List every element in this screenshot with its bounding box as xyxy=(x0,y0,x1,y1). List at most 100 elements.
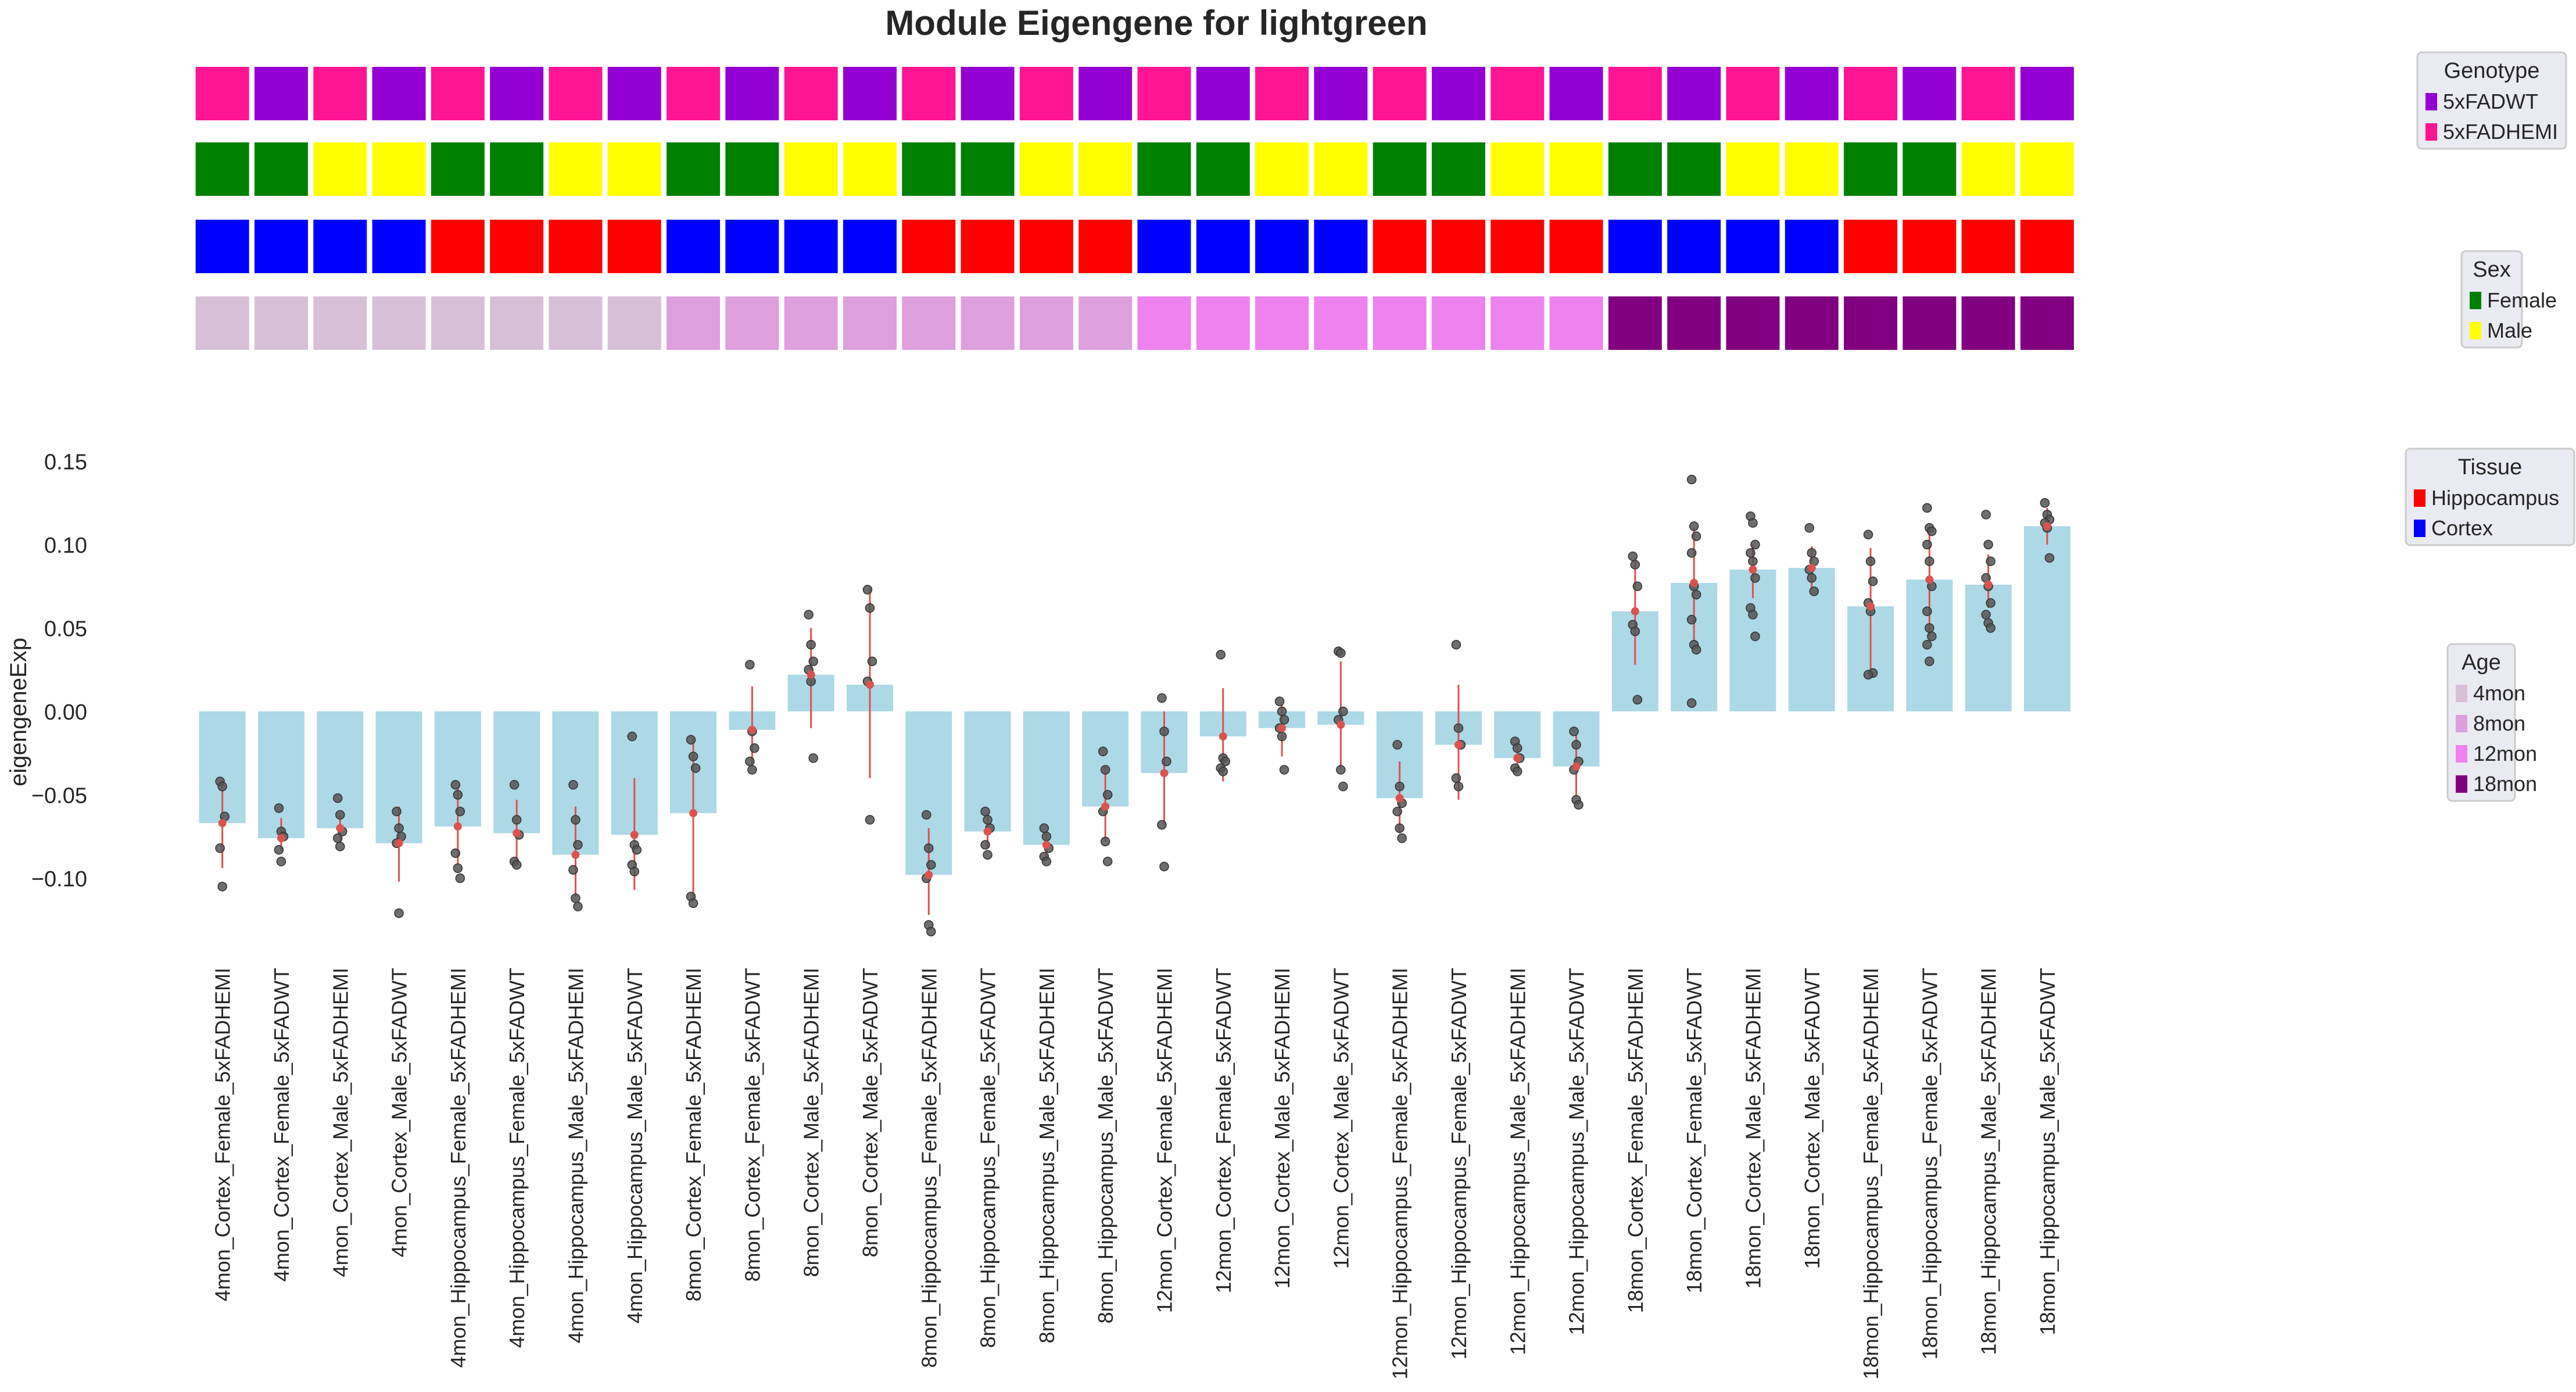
data-point xyxy=(511,860,522,870)
data-point xyxy=(1981,510,1991,520)
data-point xyxy=(2040,498,2050,508)
legend-label: Hippocampus xyxy=(2431,486,2559,510)
annotation-cell xyxy=(667,142,721,196)
annotation-cell xyxy=(902,296,956,350)
data-point xyxy=(1157,693,1167,703)
annotation-cell xyxy=(961,142,1015,196)
annotation-cell xyxy=(725,142,779,196)
data-point xyxy=(1983,539,1993,550)
data-point xyxy=(274,844,284,855)
annotation-cell xyxy=(607,296,661,350)
annotation-cell xyxy=(1785,220,1839,273)
annotation-cell xyxy=(1431,142,1485,196)
data-point xyxy=(1927,526,1937,536)
annotation-cell xyxy=(490,296,544,350)
mean-marker xyxy=(925,871,933,879)
data-point xyxy=(2044,553,2055,563)
x-tick-label: 12mon_Hippocampus_Male_5xFADHEMI xyxy=(1506,968,1529,1355)
annotation-cell xyxy=(549,67,603,120)
legend-swatch xyxy=(2456,715,2467,732)
annotation-cell xyxy=(372,220,426,273)
annotation-cell xyxy=(1667,67,1721,120)
data-point xyxy=(1630,626,1640,636)
data-point xyxy=(1691,589,1701,600)
annotation-cell xyxy=(961,296,1015,350)
annotation-cell xyxy=(1255,142,1309,196)
data-point xyxy=(924,843,934,853)
legend-label: Male xyxy=(2487,319,2532,342)
x-tick-label: 4mon_Hippocampus_Female_5xFADHEMI xyxy=(446,968,470,1368)
annotation-cell xyxy=(784,142,838,196)
mean-marker xyxy=(513,829,521,838)
annotation-cell xyxy=(1785,296,1839,350)
data-point xyxy=(926,860,936,870)
mean-marker xyxy=(571,850,580,859)
annotation-cell xyxy=(1844,67,1898,120)
x-axis: 4mon_Cortex_Female_5xFADHEMI 4mon_Cortex_… xyxy=(211,968,2059,1379)
annotation-cell xyxy=(1903,296,1957,350)
data-point xyxy=(808,753,818,763)
data-point xyxy=(1686,698,1697,708)
mean-marker xyxy=(1454,740,1463,749)
data-point xyxy=(1689,521,1699,531)
data-point xyxy=(1691,531,1701,541)
data-point xyxy=(1041,832,1052,842)
annotation-cell xyxy=(1726,142,1780,196)
annotation-cell xyxy=(1726,67,1780,120)
data-point xyxy=(1338,706,1348,717)
annotation-cell xyxy=(1726,296,1780,350)
x-tick-label: 4mon_Hippocampus_Female_5xFADWT xyxy=(505,968,529,1348)
data-point xyxy=(922,810,931,820)
data-point xyxy=(450,780,461,790)
data-point xyxy=(1865,556,1876,566)
legend-label: 18mon xyxy=(2473,772,2537,796)
annotation-cell xyxy=(1196,67,1250,120)
annotation-cell xyxy=(902,67,956,120)
annotation-cell xyxy=(549,296,603,350)
annotation-cell xyxy=(490,67,544,120)
annotation-cell xyxy=(372,67,426,120)
data-point xyxy=(335,810,345,820)
bar xyxy=(257,711,304,839)
x-tick-label: 4mon_Cortex_Female_5xFADHEMI xyxy=(211,968,235,1301)
x-tick-label: 12mon_Cortex_Female_5xFADWT xyxy=(1212,968,1235,1293)
data-point xyxy=(1157,820,1167,830)
data-point xyxy=(571,815,581,825)
annotation-cell xyxy=(431,142,485,196)
data-point xyxy=(1750,539,1760,550)
legend-swatch xyxy=(2456,775,2467,793)
data-point xyxy=(274,803,284,813)
annotation-cell xyxy=(784,67,838,120)
data-point xyxy=(980,840,990,850)
data-point xyxy=(455,806,465,817)
data-point xyxy=(1686,474,1697,485)
data-point xyxy=(1986,623,1995,633)
mean-marker xyxy=(1160,769,1169,778)
data-point xyxy=(1098,746,1108,757)
annotation-cell xyxy=(607,142,661,196)
x-tick-label: 18mon_Cortex_Female_5xFADHEMI xyxy=(1624,968,1647,1313)
x-tick-label: 18mon_Hippocampus_Male_5xFADHEMI xyxy=(1977,968,2001,1355)
data-point xyxy=(1628,551,1638,561)
x-tick-label: 18mon_Cortex_Male_5xFADHEMI xyxy=(1741,968,1765,1289)
x-tick-label: 18mon_Hippocampus_Male_5xFADWT xyxy=(2036,968,2059,1335)
annotation-cell xyxy=(1373,296,1427,350)
x-tick-label: 18mon_Cortex_Male_5xFADWT xyxy=(1800,968,1824,1269)
annotation-cell xyxy=(961,67,1015,120)
data-point xyxy=(1100,836,1110,847)
data-point xyxy=(1746,548,1755,558)
annotation-cell xyxy=(313,296,367,350)
data-point xyxy=(1922,639,1932,650)
annotation-cell xyxy=(1785,67,1839,120)
x-tick-label: 12mon_Hippocampus_Female_5xFADHEMI xyxy=(1388,968,1412,1379)
annotation-cell xyxy=(843,220,897,273)
annotation-cell xyxy=(1667,296,1721,350)
annotation-cell xyxy=(1608,220,1662,273)
data-point xyxy=(632,844,642,855)
y-tick-label: 0.15 xyxy=(44,450,87,475)
annotation-cell xyxy=(1844,220,1898,273)
legend-label: 12mon xyxy=(2473,742,2537,765)
data-point xyxy=(865,603,875,613)
annotation-cell xyxy=(667,67,721,120)
